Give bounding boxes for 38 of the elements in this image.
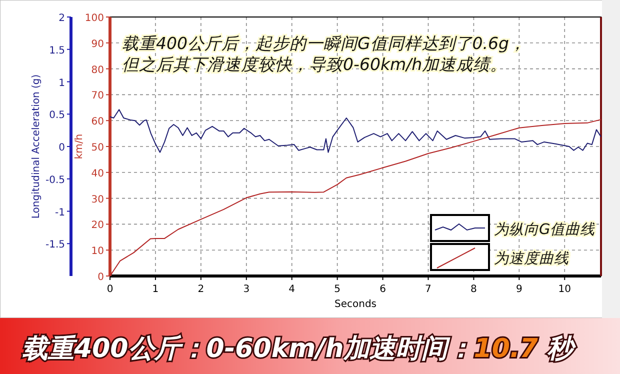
y2-tick-label: 2: [58, 13, 65, 24]
y-tick-label: 70: [91, 90, 104, 102]
annotation: 载重400公斤后，起步的一瞬间G值同样达到了0.6g，: [122, 34, 526, 53]
y2-axis-title: Longitudinal Acceleration (g): [31, 74, 42, 219]
x-tick-label: 5: [334, 284, 340, 295]
y-tick-label: 0: [98, 272, 104, 283]
x-tick-label: 3: [243, 284, 250, 295]
y2-tick-label: 0: [58, 142, 65, 154]
y2-tick-label: -0.5: [45, 174, 65, 186]
x-tick-label: 10: [558, 284, 571, 295]
x-axis-title: Seconds: [334, 299, 377, 310]
x-tick-label: 9: [516, 284, 522, 295]
y-tick-label: 100: [84, 13, 104, 24]
x-tick-label: 7: [425, 284, 432, 295]
y-axis-title: km/h: [74, 134, 85, 160]
y2-tick-label: -1.5: [45, 240, 65, 251]
y-tick-label: 80: [91, 64, 104, 76]
x-tick-label: 1: [152, 284, 159, 295]
y-tick-label: 50: [91, 142, 104, 154]
y-tick-label: 30: [91, 194, 104, 206]
y2-tick-label: 1: [58, 78, 65, 89]
legend-label: 为速度曲线: [494, 250, 569, 267]
y2-tick-label: -1: [55, 207, 65, 218]
x-tick-label: 8: [470, 284, 477, 295]
y-tick-label: 40: [91, 168, 104, 180]
y2-tick-label: 0.5: [49, 110, 65, 122]
legend-label: 为纵向G值曲线: [494, 222, 596, 238]
text: 载重400公斤：0-60km/h加速时间：10.7 秒: [22, 334, 577, 364]
y-tick-label: 60: [91, 116, 104, 128]
x-tick-label: 0: [106, 284, 114, 295]
y-tick-label: 90: [91, 38, 104, 50]
y-tick-label: 20: [91, 220, 104, 232]
y2-tick-label: 1.5: [49, 45, 65, 56]
x-tick-label: 6: [380, 284, 386, 295]
annotation: 但之后其下滑速度较快，导致0-60km/h加速成绩。: [122, 55, 508, 74]
x-tick-label: 4: [288, 284, 296, 295]
y-tick-label: 10: [91, 246, 104, 258]
x-tick-label: 2: [198, 284, 204, 295]
